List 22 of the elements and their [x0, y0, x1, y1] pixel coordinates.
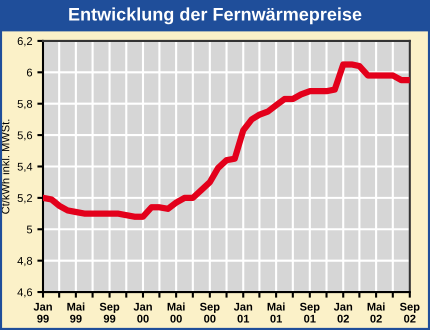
y-tick-label: 4,6 — [17, 288, 32, 298]
x-tick-label: Sep 02 — [400, 302, 420, 323]
x-tick-label: Jan 99 — [34, 302, 52, 323]
chart-title: Entwicklung der Fernwärmepreise — [69, 7, 362, 24]
x-tick-label: Sep 99 — [100, 302, 120, 323]
y-tick-label: 4,8 — [17, 256, 32, 266]
x-tick-label: Jan 01 — [234, 302, 252, 323]
y-tick-label: 5,2 — [18, 194, 32, 204]
x-tick-label: Mai 99 — [67, 302, 84, 323]
y-tick-label: 5 — [26, 226, 32, 234]
y-tick-label: 5,6 — [18, 131, 32, 141]
y-tick-label: 6,2 — [18, 37, 32, 46]
x-tick-label: Mai 00 — [168, 302, 185, 323]
y-tick-label: 6 — [26, 68, 32, 76]
x-tick-label: Sep 00 — [200, 302, 220, 323]
x-tick-label: Mai 01 — [268, 302, 285, 323]
x-tick-label: Jan 02 — [334, 302, 352, 323]
x-tick-label: Jan 00 — [134, 302, 152, 323]
x-tick-label: Sep 01 — [300, 302, 320, 323]
y-tick-label: 5,4 — [18, 162, 32, 172]
x-tick-label: Mai 02 — [368, 302, 385, 323]
y-tick-label: 5,8 — [18, 100, 32, 110]
